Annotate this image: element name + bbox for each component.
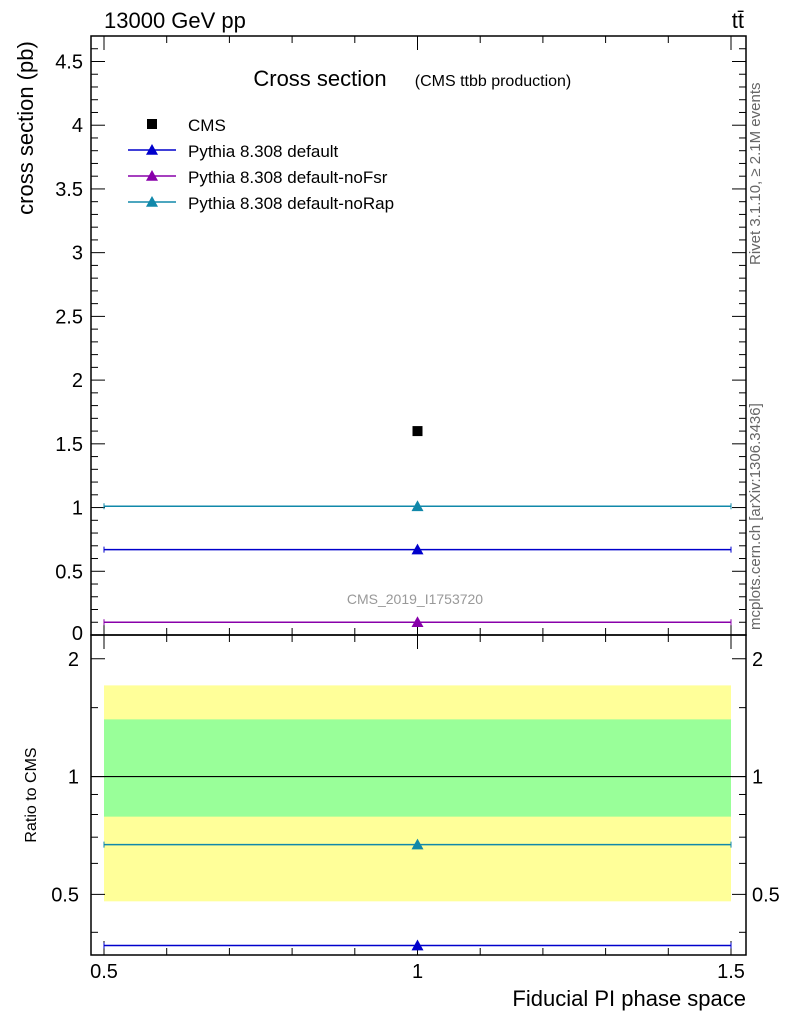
legend-label-2: Pythia 8.308 default-noRap xyxy=(188,194,394,213)
ratio-y-tick-label-left: 0.5 xyxy=(51,884,79,906)
header-process-label: tt̄ xyxy=(732,8,744,33)
chart-marks: 0.5 1 1.5 2 2.5 3 3.5 4 4.5 0 0.5 1 1.5 0.5 0.5 1 1 2 2 CMS… xyxy=(51,35,780,983)
legend-label-1: Pythia 8.308 default-noFsr xyxy=(188,168,388,187)
top-y-tick-label: 2 xyxy=(72,370,83,392)
x-tick-label: 0.5 xyxy=(90,961,118,983)
ratio-band-1 xyxy=(104,719,731,817)
ratio-y-tick-label-right: 0.5 xyxy=(752,884,780,906)
series-marker-1 xyxy=(411,616,424,628)
ratio-y-tick-label-left: 1 xyxy=(68,767,79,789)
ratio-y-tick-label-right: 2 xyxy=(752,649,763,671)
top-y-tick-label: 2.5 xyxy=(55,306,83,328)
analysis-watermark: CMS_2019_I1753720 xyxy=(347,591,483,607)
main-subtitle: (CMS ttbb production) xyxy=(415,73,572,90)
ratio-series-marker-0 xyxy=(411,939,424,951)
series-marker-2 xyxy=(411,500,424,512)
top-y-tick-label: 0.5 xyxy=(55,561,83,583)
legend-symbol-cms xyxy=(147,119,157,129)
rivet-version-label: Rivet 3.1.10, ≥ 2.1M events xyxy=(747,83,764,266)
mcplots-credit-label: mcplots.cern.ch [arXiv:1306.3436] xyxy=(747,403,764,630)
ratio-y-axis-label: Ratio to CMS xyxy=(23,747,40,842)
legend-marker-1 xyxy=(146,170,158,181)
header-energy-label: 13000 GeV pp xyxy=(104,8,246,33)
top-y-tick-label: 4.5 xyxy=(55,51,83,73)
top-y-tick-label: 1 xyxy=(72,498,83,520)
main-title: Cross section xyxy=(253,66,386,91)
top-y-axis-label: cross section (pb) xyxy=(13,41,38,215)
legend-marker-2 xyxy=(146,196,158,207)
top-y-tick-label: 4 xyxy=(72,115,83,137)
legend-label-0: Pythia 8.308 default xyxy=(188,142,339,161)
x-axis-label: Fiducial PI phase space xyxy=(512,986,746,1011)
top-y-tick-label: 3 xyxy=(72,243,83,265)
x-tick-label: 1 xyxy=(412,961,423,983)
ratio-y-tick-label-right: 1 xyxy=(752,767,763,789)
cms-data-point xyxy=(412,426,423,437)
x-tick-label: 1.5 xyxy=(717,961,745,983)
legend-label-cms: CMS xyxy=(188,116,226,135)
ratio-series-marker-1 xyxy=(411,838,424,850)
top-y-tick-label: 3.5 xyxy=(55,179,83,201)
top-y-tick-label-zero: 0 xyxy=(72,623,83,645)
top-y-tick-label: 1.5 xyxy=(55,434,83,456)
ratio-y-tick-label-left: 2 xyxy=(68,649,79,671)
legend-marker-0 xyxy=(146,144,158,155)
ratio-plot-frame xyxy=(90,634,747,956)
series-marker-0 xyxy=(411,543,424,555)
